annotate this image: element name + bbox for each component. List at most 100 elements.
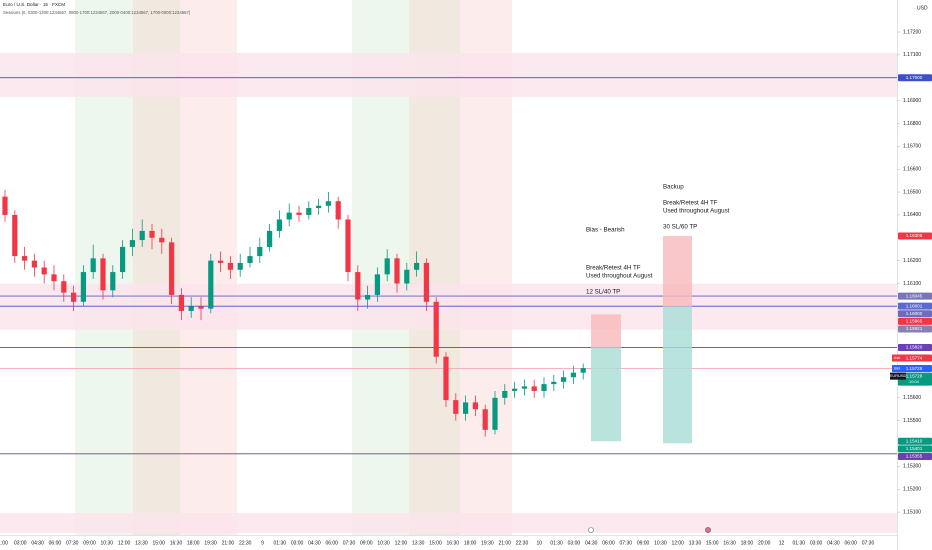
x-tick-label: 06:00 — [844, 540, 857, 546]
candle-body — [325, 201, 331, 206]
price-tag — [898, 354, 932, 362]
price-tag — [898, 372, 932, 386]
x-tick-label: 09:00 — [360, 540, 373, 546]
x-tick-label: 13:30 — [689, 540, 702, 546]
x-tick-label: 16:30 — [723, 540, 736, 546]
candle-body — [580, 368, 586, 373]
candle-body — [551, 381, 557, 385]
x-tick-label: 04:30 — [308, 540, 321, 546]
candle-body — [22, 256, 28, 261]
x-tick-label: 04:30 — [31, 540, 44, 546]
x-tick-label: 10:30 — [101, 540, 114, 546]
candle-body — [374, 274, 380, 295]
annotation: Bias - Bearish — [586, 227, 625, 234]
y-tick-label: 1.16700 — [903, 144, 921, 150]
x-tick-label: 10:30 — [377, 540, 390, 546]
x-tick-label: 15:00 — [706, 540, 719, 546]
x-tick-label: 06:00 — [49, 540, 62, 546]
x-tick-label: 10:30 — [654, 540, 667, 546]
candle-body — [267, 230, 273, 247]
price-tag-label: 1.15965 — [906, 319, 923, 324]
x-tick-label: 07:30 — [343, 540, 356, 546]
x-tick-label: 06:00 — [602, 540, 615, 546]
x-tick-label: 21:00 — [222, 540, 235, 546]
candle-body — [306, 208, 312, 215]
event-marker[interactable] — [588, 527, 594, 533]
annotation: 30 SL/60 TP — [663, 224, 697, 231]
candle-body — [257, 246, 263, 257]
candle-body — [404, 269, 410, 284]
x-tick-label: 18:00 — [464, 540, 477, 546]
x-tick-label: 04:30 — [585, 540, 598, 546]
candle-body — [472, 402, 478, 410]
x-tick-label: 03:00 — [14, 540, 27, 546]
price-tag — [898, 317, 932, 325]
candle-body — [394, 258, 400, 284]
y-tick-label: 1.16100 — [903, 281, 921, 287]
annotation: Break/Retest 4H TF — [586, 265, 641, 272]
x-tick-label: 12 — [779, 540, 785, 546]
y-tick-label: 1.16600 — [903, 167, 921, 173]
candle-body — [443, 356, 449, 401]
x-tick-label: 01:30 — [793, 540, 806, 546]
price-tag-label: 1.15728 — [906, 373, 923, 378]
candle-body — [110, 272, 116, 291]
price-tag-label: 1.16308 — [906, 233, 923, 238]
candle-body — [149, 230, 155, 238]
candle-body — [80, 272, 86, 302]
annotation: Used throughout August — [586, 273, 653, 280]
x-tick-label: 10 — [537, 540, 543, 546]
price-tag-label: 1.17000 — [906, 75, 923, 80]
chart-title: Euro / U.S. Dollar · 15 · FXCM — [3, 2, 65, 7]
x-tick-label: 15:00 — [429, 540, 442, 546]
price-tag-label: 1.15410 — [906, 438, 923, 443]
x-tick-label: 18:00 — [741, 540, 754, 546]
price-tag-label: 1.15820 — [906, 345, 923, 350]
price-tag-label: 1.16001 — [906, 303, 923, 308]
chart-subtitle: Sessions (0, 0300-1200:1234567, 0800-170… — [3, 10, 191, 15]
event-flag[interactable] — [705, 527, 711, 533]
candle-body — [384, 258, 390, 275]
price-tag-name: Bid — [894, 366, 900, 371]
candle-body — [453, 400, 459, 414]
candle-body — [71, 292, 77, 302]
candle-body — [41, 267, 47, 275]
price-tag-label: 1.15774 — [906, 355, 923, 360]
price-tag — [898, 325, 932, 333]
price-tag — [898, 292, 932, 300]
position-stop — [591, 314, 621, 348]
x-tick-label: 12:00 — [118, 540, 131, 546]
x-tick-label: 16:30 — [170, 540, 183, 546]
candle-body — [492, 397, 498, 430]
candle-body — [90, 258, 96, 273]
candle-body — [129, 240, 135, 247]
x-tick-label: 03:00 — [291, 540, 304, 546]
y-tick-label: 1.15600 — [903, 395, 921, 401]
candle-body — [521, 386, 527, 389]
price-tag — [898, 344, 932, 352]
candle-body — [482, 409, 488, 430]
candle-body — [276, 219, 282, 231]
x-tick-label: 22:30 — [516, 540, 529, 546]
candle-body — [316, 205, 322, 209]
zone — [0, 513, 897, 533]
zone — [0, 53, 897, 97]
price-tag — [898, 310, 932, 318]
zone — [0, 283, 897, 330]
x-tick-label: 09:00 — [83, 540, 96, 546]
x-tick-label: 07:30 — [620, 540, 633, 546]
y-tick-label: 1.15200 — [903, 487, 921, 493]
candle-body — [512, 388, 518, 391]
y-tick-label: 1.16800 — [903, 121, 921, 127]
price-tag — [898, 445, 932, 453]
position-target — [663, 306, 692, 444]
x-tick-label: 16:30 — [447, 540, 460, 546]
x-tick-label: 1:00 — [0, 540, 8, 546]
x-tick-label: 01:30 — [550, 540, 563, 546]
price-tag-label: 1.16000 — [906, 311, 923, 316]
x-tick-label: 19:30 — [204, 540, 217, 546]
annotation: Backup — [663, 184, 684, 191]
candle-body — [188, 306, 194, 311]
price-tag — [898, 437, 932, 445]
price-tag-name-bg — [892, 354, 902, 362]
